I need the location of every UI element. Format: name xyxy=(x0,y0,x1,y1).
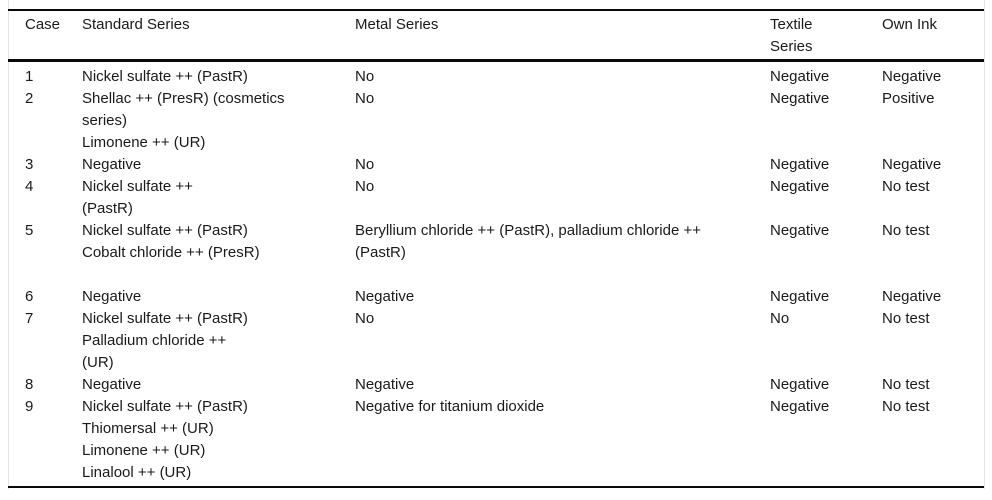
cell-case: 1 xyxy=(25,68,34,85)
cell-metal-series: Negative xyxy=(355,288,415,305)
cell-textile-series: Negative xyxy=(770,90,830,107)
patch-test-results-table: Case Standard Series Metal Series Textil… xyxy=(8,9,984,488)
cell-standard-series: Nickel sulfate ++ (PastR) Palladium chlo… xyxy=(82,310,248,371)
table-row: 5 Nickel sulfate ++ (PastR) Cobalt chlor… xyxy=(8,220,984,286)
cell-metal-series: No xyxy=(355,178,375,195)
cell-standard-series: Negative xyxy=(82,376,142,393)
cell-own-ink: Positive xyxy=(882,90,935,107)
cell-case: 5 xyxy=(25,222,34,239)
cell-case: 8 xyxy=(25,376,34,393)
cell-textile-series: Negative xyxy=(770,178,830,195)
table-row: 7 Nickel sulfate ++ (PastR) Palladium ch… xyxy=(8,308,984,374)
cell-standard-series: Negative xyxy=(82,288,142,305)
table-row: 9 Nickel sulfate ++ (PastR) Thiomersal +… xyxy=(8,396,984,487)
table-row: 8 Negative Negative Negative No test xyxy=(8,374,984,396)
cell-metal-series: No xyxy=(355,90,375,107)
cell-textile-series: Negative xyxy=(770,376,830,393)
cell-case: 2 xyxy=(25,90,34,107)
cell-metal-series: No xyxy=(355,156,375,173)
cell-standard-series: Nickel sulfate ++ (PastR) xyxy=(82,178,193,217)
cell-metal-series: No xyxy=(355,68,375,85)
cell-standard-series: Shellac ++ (PresR) (cosmetics series) Li… xyxy=(82,90,285,151)
figure-right-border xyxy=(984,0,985,489)
cell-metal-series: Negative xyxy=(355,376,415,393)
cell-metal-series: Negative for titanium dioxide xyxy=(355,398,545,415)
column-header-metal-series: Metal Series xyxy=(355,10,770,62)
cell-own-ink: No test xyxy=(882,178,930,195)
figure-left-border xyxy=(8,0,9,489)
cell-standard-series: Nickel sulfate ++ (PastR) Cobalt chlorid… xyxy=(82,222,260,261)
header-row: Case Standard Series Metal Series Textil… xyxy=(8,10,984,62)
table-row: 2 Shellac ++ (PresR) (cosmetics series) … xyxy=(8,88,984,154)
table-row: 6 Negative Negative Negative Negative xyxy=(8,286,984,308)
cell-own-ink: No test xyxy=(882,376,930,393)
table-row: 4 Nickel sulfate ++ (PastR) No Negative … xyxy=(8,176,984,220)
table-header: Case Standard Series Metal Series Textil… xyxy=(8,10,984,62)
cell-own-ink: No test xyxy=(882,398,930,415)
cell-case: 3 xyxy=(25,156,34,173)
column-header-textile-series: Textile Series xyxy=(770,10,882,62)
cell-case: 4 xyxy=(25,178,34,195)
cell-textile-series: Negative xyxy=(770,156,830,173)
cell-textile-series: Negative xyxy=(770,288,830,305)
cell-standard-series: Nickel sulfate ++ (PastR) Thiomersal ++ … xyxy=(82,398,248,481)
table-body: 1 Nickel sulfate ++ (PastR) No Negative … xyxy=(8,61,984,488)
cell-textile-series: No xyxy=(770,310,790,327)
cell-textile-series: Negative xyxy=(770,68,830,85)
cell-own-ink: Negative xyxy=(882,68,942,85)
table-row: 1 Nickel sulfate ++ (PastR) No Negative … xyxy=(8,61,984,89)
cell-own-ink: No test xyxy=(882,222,930,239)
cell-standard-series: Nickel sulfate ++ (PastR) xyxy=(82,68,248,85)
cell-metal-series: Beryllium chloride ++ (PastR), palladium… xyxy=(355,222,701,261)
cell-textile-series: Negative xyxy=(770,398,830,415)
cell-case: 6 xyxy=(25,288,34,305)
cell-textile-series: Negative xyxy=(770,222,830,239)
cell-standard-series: Negative xyxy=(82,156,142,173)
column-header-own-ink: Own Ink xyxy=(882,10,984,62)
cell-own-ink: Negative xyxy=(882,156,942,173)
table-row: 3 Negative No Negative Negative xyxy=(8,154,984,176)
column-header-standard-series: Standard Series xyxy=(82,10,355,62)
cell-own-ink: Negative xyxy=(882,288,942,305)
cell-case: 9 xyxy=(25,398,34,415)
cell-own-ink: No test xyxy=(882,310,930,327)
column-header-case: Case xyxy=(8,10,82,62)
cell-metal-series: No xyxy=(355,310,375,327)
cell-case: 7 xyxy=(25,310,34,327)
